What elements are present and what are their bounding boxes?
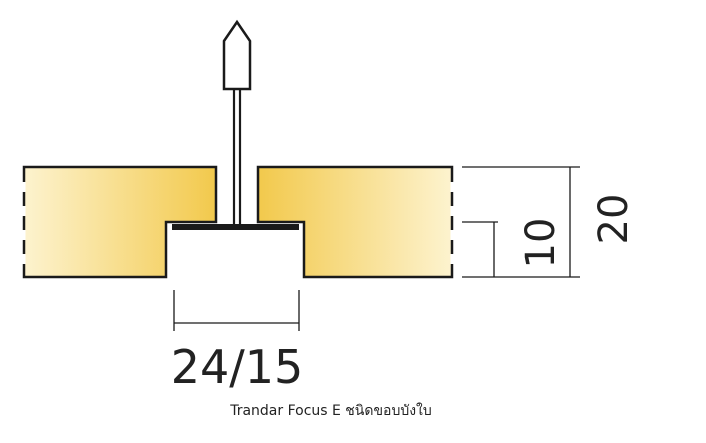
left-ceiling-panel	[22, 165, 218, 279]
hanger-rod	[232, 89, 242, 224]
height-dimension-lines	[462, 166, 580, 278]
width-dimension-lines	[173, 290, 300, 331]
height-dimension-label-20: 20	[591, 194, 637, 245]
right-ceiling-panel	[256, 165, 454, 279]
t-bar-flange	[172, 224, 299, 230]
width-dimension-label: 24/15	[171, 340, 304, 394]
figure-caption: Trandar Focus E ชนิดขอบบังใบ	[230, 403, 432, 419]
hanger-clip-icon	[222, 19, 252, 91]
height-dimension-label-10: 10	[518, 218, 564, 269]
